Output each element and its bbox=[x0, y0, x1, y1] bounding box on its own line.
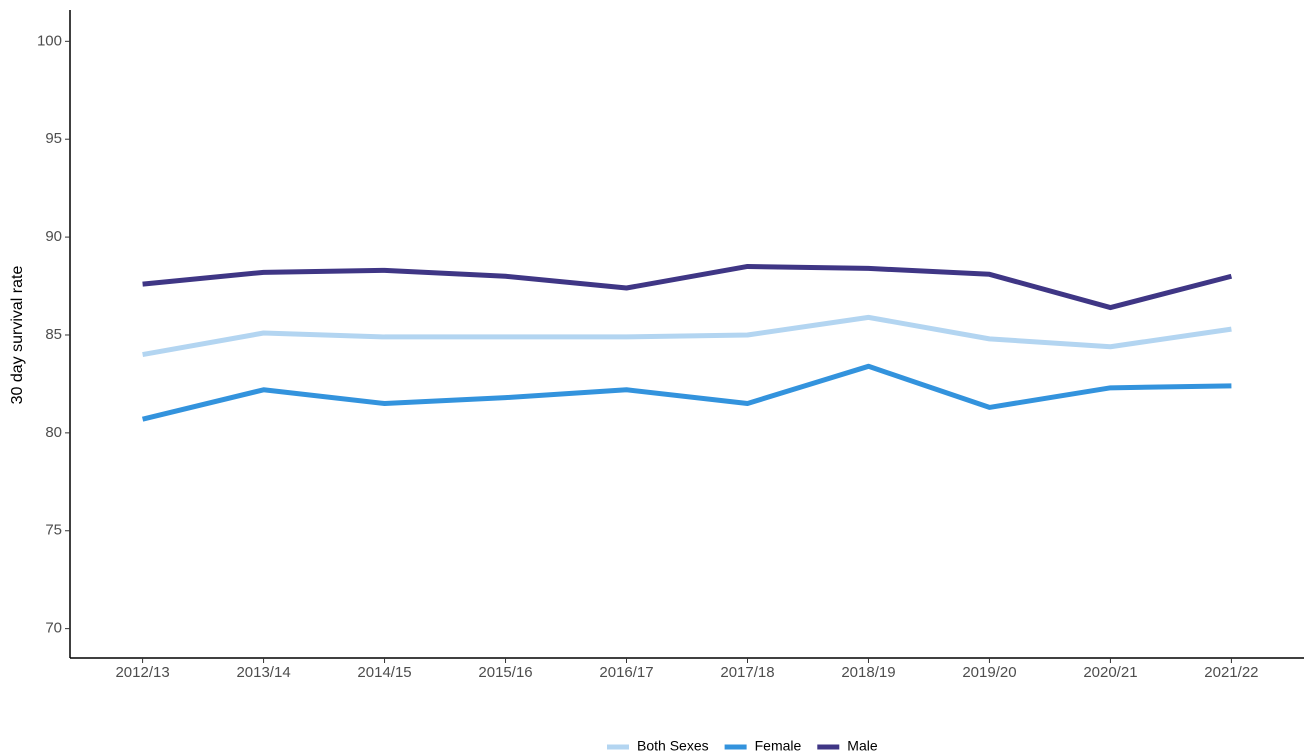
legend-label: Female bbox=[755, 738, 802, 754]
x-tick-label: 2020/21 bbox=[1083, 664, 1137, 681]
y-tick-label: 75 bbox=[45, 522, 62, 539]
legend-label: Male bbox=[847, 738, 878, 754]
line-series bbox=[141, 363, 1232, 422]
x-tick-label: 2018/19 bbox=[841, 664, 895, 681]
x-tick-label: 2015/16 bbox=[478, 664, 532, 681]
y-tick-label: 100 bbox=[37, 32, 62, 49]
y-tick-label: 70 bbox=[45, 620, 62, 637]
y-axis-label: 30 day survival rate bbox=[9, 266, 26, 405]
x-tick-label: 2013/14 bbox=[236, 664, 290, 681]
x-tick-label: 2014/15 bbox=[357, 664, 411, 681]
x-tick-label: 2021/22 bbox=[1204, 664, 1258, 681]
y-tick-label: 95 bbox=[45, 130, 62, 147]
x-tick-label: 2016/17 bbox=[599, 664, 653, 681]
x-tick-label: 2019/20 bbox=[962, 664, 1016, 681]
legend-label: Both Sexes bbox=[637, 738, 709, 754]
line-series bbox=[142, 263, 1233, 311]
x-tick-label: 2012/13 bbox=[115, 664, 169, 681]
y-tick-label: 90 bbox=[45, 228, 62, 245]
line-series bbox=[142, 314, 1232, 358]
y-tick-label: 80 bbox=[45, 424, 62, 441]
x-tick-label: 2017/18 bbox=[720, 664, 774, 681]
y-tick-label: 85 bbox=[45, 326, 62, 343]
